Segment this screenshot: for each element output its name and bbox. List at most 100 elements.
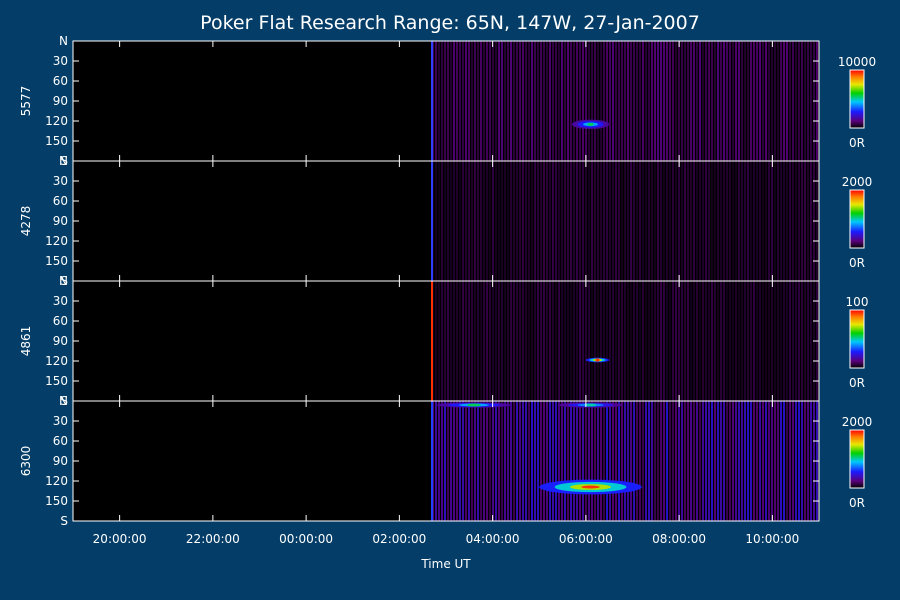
data-streak (495, 41, 498, 161)
data-streak (543, 41, 546, 161)
data-streak (774, 401, 777, 521)
data-streak (594, 161, 597, 281)
data-streak (519, 41, 522, 161)
data-streak (636, 41, 639, 161)
data-streak (456, 281, 459, 401)
data-streak (750, 281, 753, 401)
data-streak (450, 401, 453, 521)
colorbar-min-label: 0R (849, 256, 865, 270)
data-streak (468, 281, 471, 401)
data-streak (546, 401, 549, 521)
data-streak (627, 401, 630, 521)
data-streak (495, 281, 498, 401)
data-streak (693, 161, 696, 281)
data-streak (609, 41, 612, 161)
data-streak (555, 401, 558, 521)
data-streak (630, 41, 633, 161)
data-streak (600, 161, 603, 281)
data-streak (633, 281, 636, 401)
data-streak (783, 41, 786, 161)
data-streak (618, 401, 621, 521)
data-streak (594, 41, 597, 161)
data-streak (636, 401, 639, 521)
data-streak (765, 281, 768, 401)
data-streak (486, 41, 489, 161)
data-streak (447, 401, 450, 521)
data-streak (783, 401, 786, 521)
data-streak (753, 401, 756, 521)
y-tick-label: 90 (53, 334, 68, 348)
data-streak (591, 401, 594, 521)
data-streak (675, 401, 678, 521)
data-streak (765, 41, 768, 161)
colorbar-max-label: 10000 (838, 55, 876, 69)
data-streak (456, 401, 459, 521)
data-streak (453, 401, 456, 521)
y-tick-label: 150 (45, 134, 68, 148)
data-streak (591, 281, 594, 401)
data-streak (756, 281, 759, 401)
data-streak (615, 161, 618, 281)
panel-label: 4278 (19, 206, 33, 237)
data-streak (669, 281, 672, 401)
y-tick-label: 150 (45, 494, 68, 508)
data-streak (795, 401, 798, 521)
data-streak (501, 401, 504, 521)
data-streak (648, 281, 651, 401)
y-tick-label: 90 (53, 214, 68, 228)
data-streak (645, 41, 648, 161)
data-streak (783, 281, 786, 401)
data-streak (660, 161, 663, 281)
data-streak (714, 401, 717, 521)
data-streak (726, 281, 729, 401)
feature-northern-band-2 (584, 403, 597, 407)
y-tick-label: 90 (53, 454, 68, 468)
data-streak (612, 281, 615, 401)
data-streak (441, 41, 444, 161)
data-streak (720, 161, 723, 281)
data-streak (540, 41, 543, 161)
data-streak (801, 281, 804, 401)
data-streak (777, 161, 780, 281)
data-streak (561, 41, 564, 161)
data-streak (447, 41, 450, 161)
data-streak (480, 401, 483, 521)
data-streak (495, 401, 498, 521)
data-streak (624, 281, 627, 401)
y-tick-label: 30 (53, 174, 68, 188)
data-streak (801, 161, 804, 281)
data-streak (618, 41, 621, 161)
data-streak (492, 41, 495, 161)
data-streak (441, 161, 444, 281)
data-streak (582, 41, 585, 161)
y-tick-label: 30 (53, 54, 68, 68)
data-streak (498, 41, 501, 161)
data-streak (507, 401, 510, 521)
y-tick-label: 150 (45, 374, 68, 388)
data-streak (624, 401, 627, 521)
data-streak (786, 401, 789, 521)
data-streak (474, 161, 477, 281)
data-streak (501, 41, 504, 161)
data-streak (519, 401, 522, 521)
data-streak (474, 401, 477, 521)
colorbar-5577: 10000 0R (838, 55, 876, 150)
y-tick-label: 60 (53, 194, 68, 208)
data-streak (615, 401, 618, 521)
data-streak (708, 401, 711, 521)
data-streak (558, 161, 561, 281)
data-streak (780, 41, 783, 161)
data-streak (537, 281, 540, 401)
data-streak (558, 281, 561, 401)
data-streak (516, 161, 519, 281)
data-streak (552, 41, 555, 161)
data-streak (786, 41, 789, 161)
data-streak (483, 161, 486, 281)
data-streak (681, 41, 684, 161)
data-streak (513, 161, 516, 281)
y-tick-label: N (59, 274, 68, 288)
y-tick-label: N (59, 394, 68, 408)
data-streak (726, 161, 729, 281)
data-streak (570, 281, 573, 401)
data-streak (732, 281, 735, 401)
